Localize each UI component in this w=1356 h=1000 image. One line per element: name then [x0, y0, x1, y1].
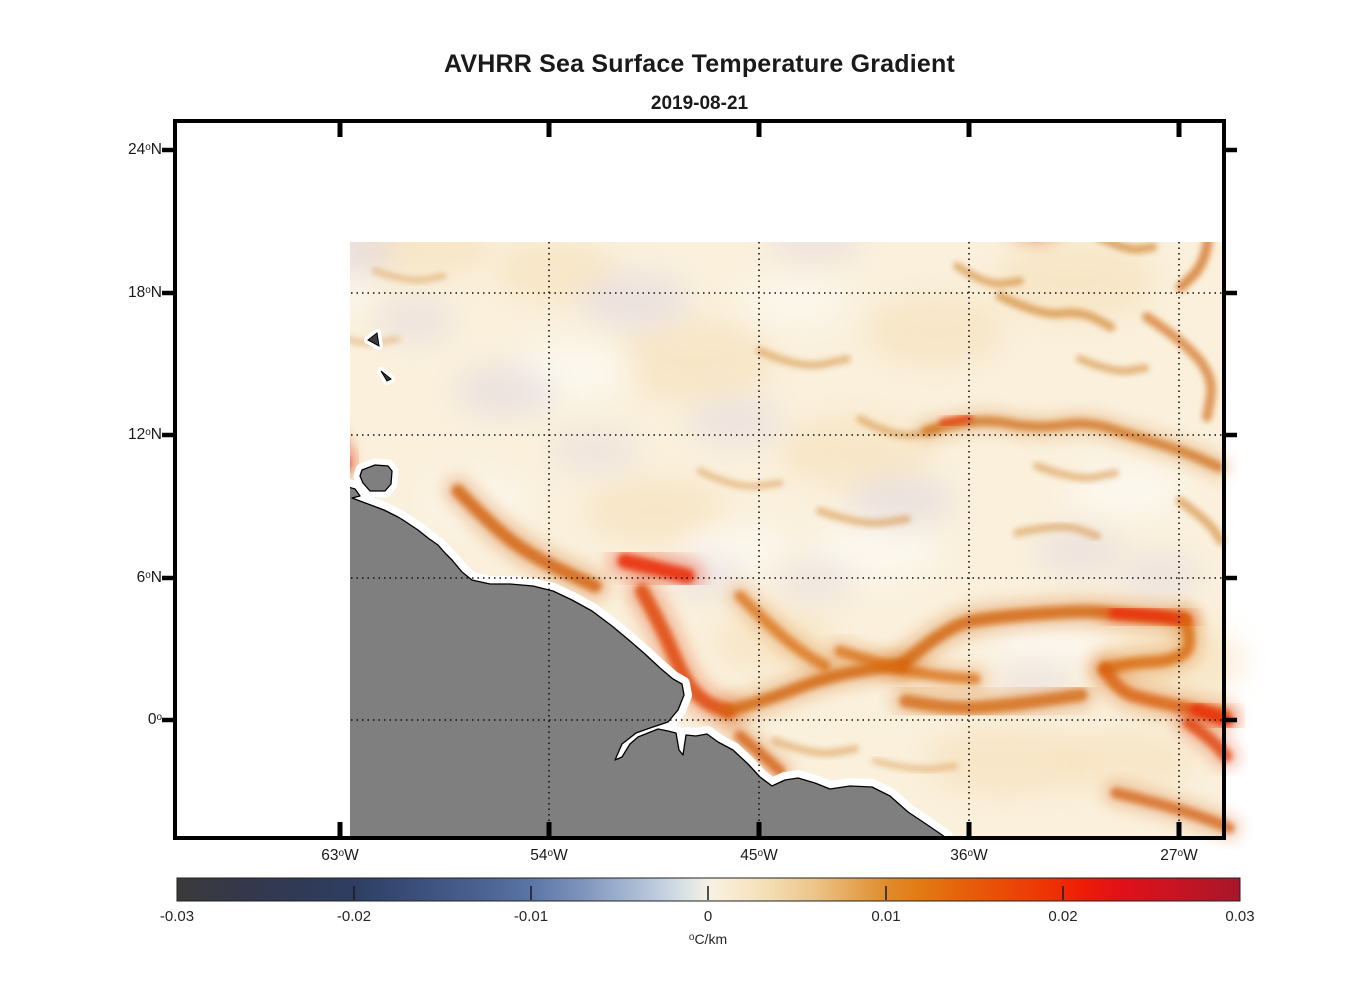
- page-title: AVHRR Sea Surface Temperature Gradient: [444, 50, 955, 78]
- colorbar-tick-label: -0.03: [159, 908, 195, 925]
- degree-symbol: o: [338, 848, 345, 859]
- land-puerto-rico: [235, 277, 282, 297]
- x-axis-tick-label: 54oW: [530, 847, 568, 864]
- degree-symbol: o: [145, 142, 151, 153]
- colorbar-tick-label: 0: [703, 908, 713, 925]
- plot-frame: [173, 119, 1226, 840]
- land-islet: [380, 370, 392, 382]
- y-axis-tick-label: 12oN: [127, 426, 162, 443]
- degree-symbol: o: [145, 285, 151, 296]
- y-axis-tick-label: 6oN: [136, 569, 162, 586]
- colorbar-units-label: oC/km: [688, 931, 728, 947]
- degree-symbol: o: [1177, 848, 1184, 859]
- land-islet: [190, 431, 204, 439]
- colorbar-tick-label: -0.01: [513, 908, 549, 925]
- x-axis-tick-label: 27oW: [1160, 847, 1198, 864]
- x-axis-tick-label: 45oW: [740, 847, 778, 864]
- degree-symbol: o: [156, 712, 162, 723]
- degree-symbol: o: [547, 848, 554, 859]
- land-islet: [367, 332, 380, 347]
- land-trinidad: [359, 464, 393, 492]
- colorbar-tick-label: 0.01: [871, 908, 901, 925]
- land-hispaniola-east: [175, 255, 214, 295]
- x-axis-tick-label: 36oW: [950, 847, 988, 864]
- land-islet: [247, 435, 258, 442]
- colorbar-tick-label: 0.03: [1225, 908, 1255, 925]
- y-axis-tick-label: 24oN: [127, 141, 162, 158]
- x-axis-tick-label: 63oW: [321, 847, 359, 864]
- y-axis-tick-label: 18oN: [127, 284, 162, 301]
- sst-gradient-field: [175, 242, 1245, 846]
- degree-symbol: o: [967, 848, 974, 859]
- degree-symbol: o: [688, 932, 695, 943]
- y-axis-tick-label: 0o: [147, 711, 162, 728]
- degree-symbol: o: [757, 848, 764, 859]
- colorbar-tick-label: -0.02: [336, 908, 372, 925]
- land-south-america: [350, 486, 946, 839]
- colorbar-tick-label: 0.02: [1048, 908, 1078, 925]
- degree-symbol: o: [145, 570, 151, 581]
- plot-date-subtitle: 2019-08-21: [650, 93, 749, 114]
- degree-symbol: o: [145, 427, 151, 438]
